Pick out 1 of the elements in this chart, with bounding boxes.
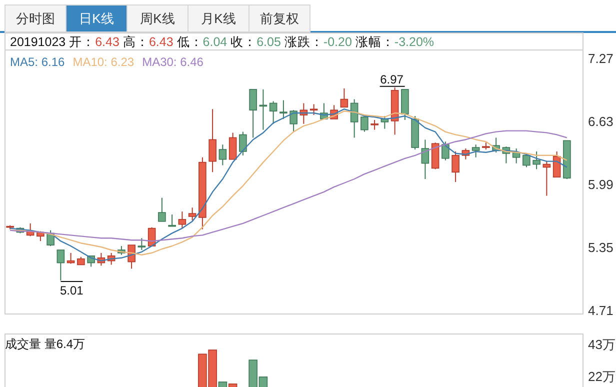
header: 20191023 开：6.43 高：6.43 低：6.04 收：6.05 涨跌：-0.20 涨幅：-3.20% — [10, 35, 434, 49]
